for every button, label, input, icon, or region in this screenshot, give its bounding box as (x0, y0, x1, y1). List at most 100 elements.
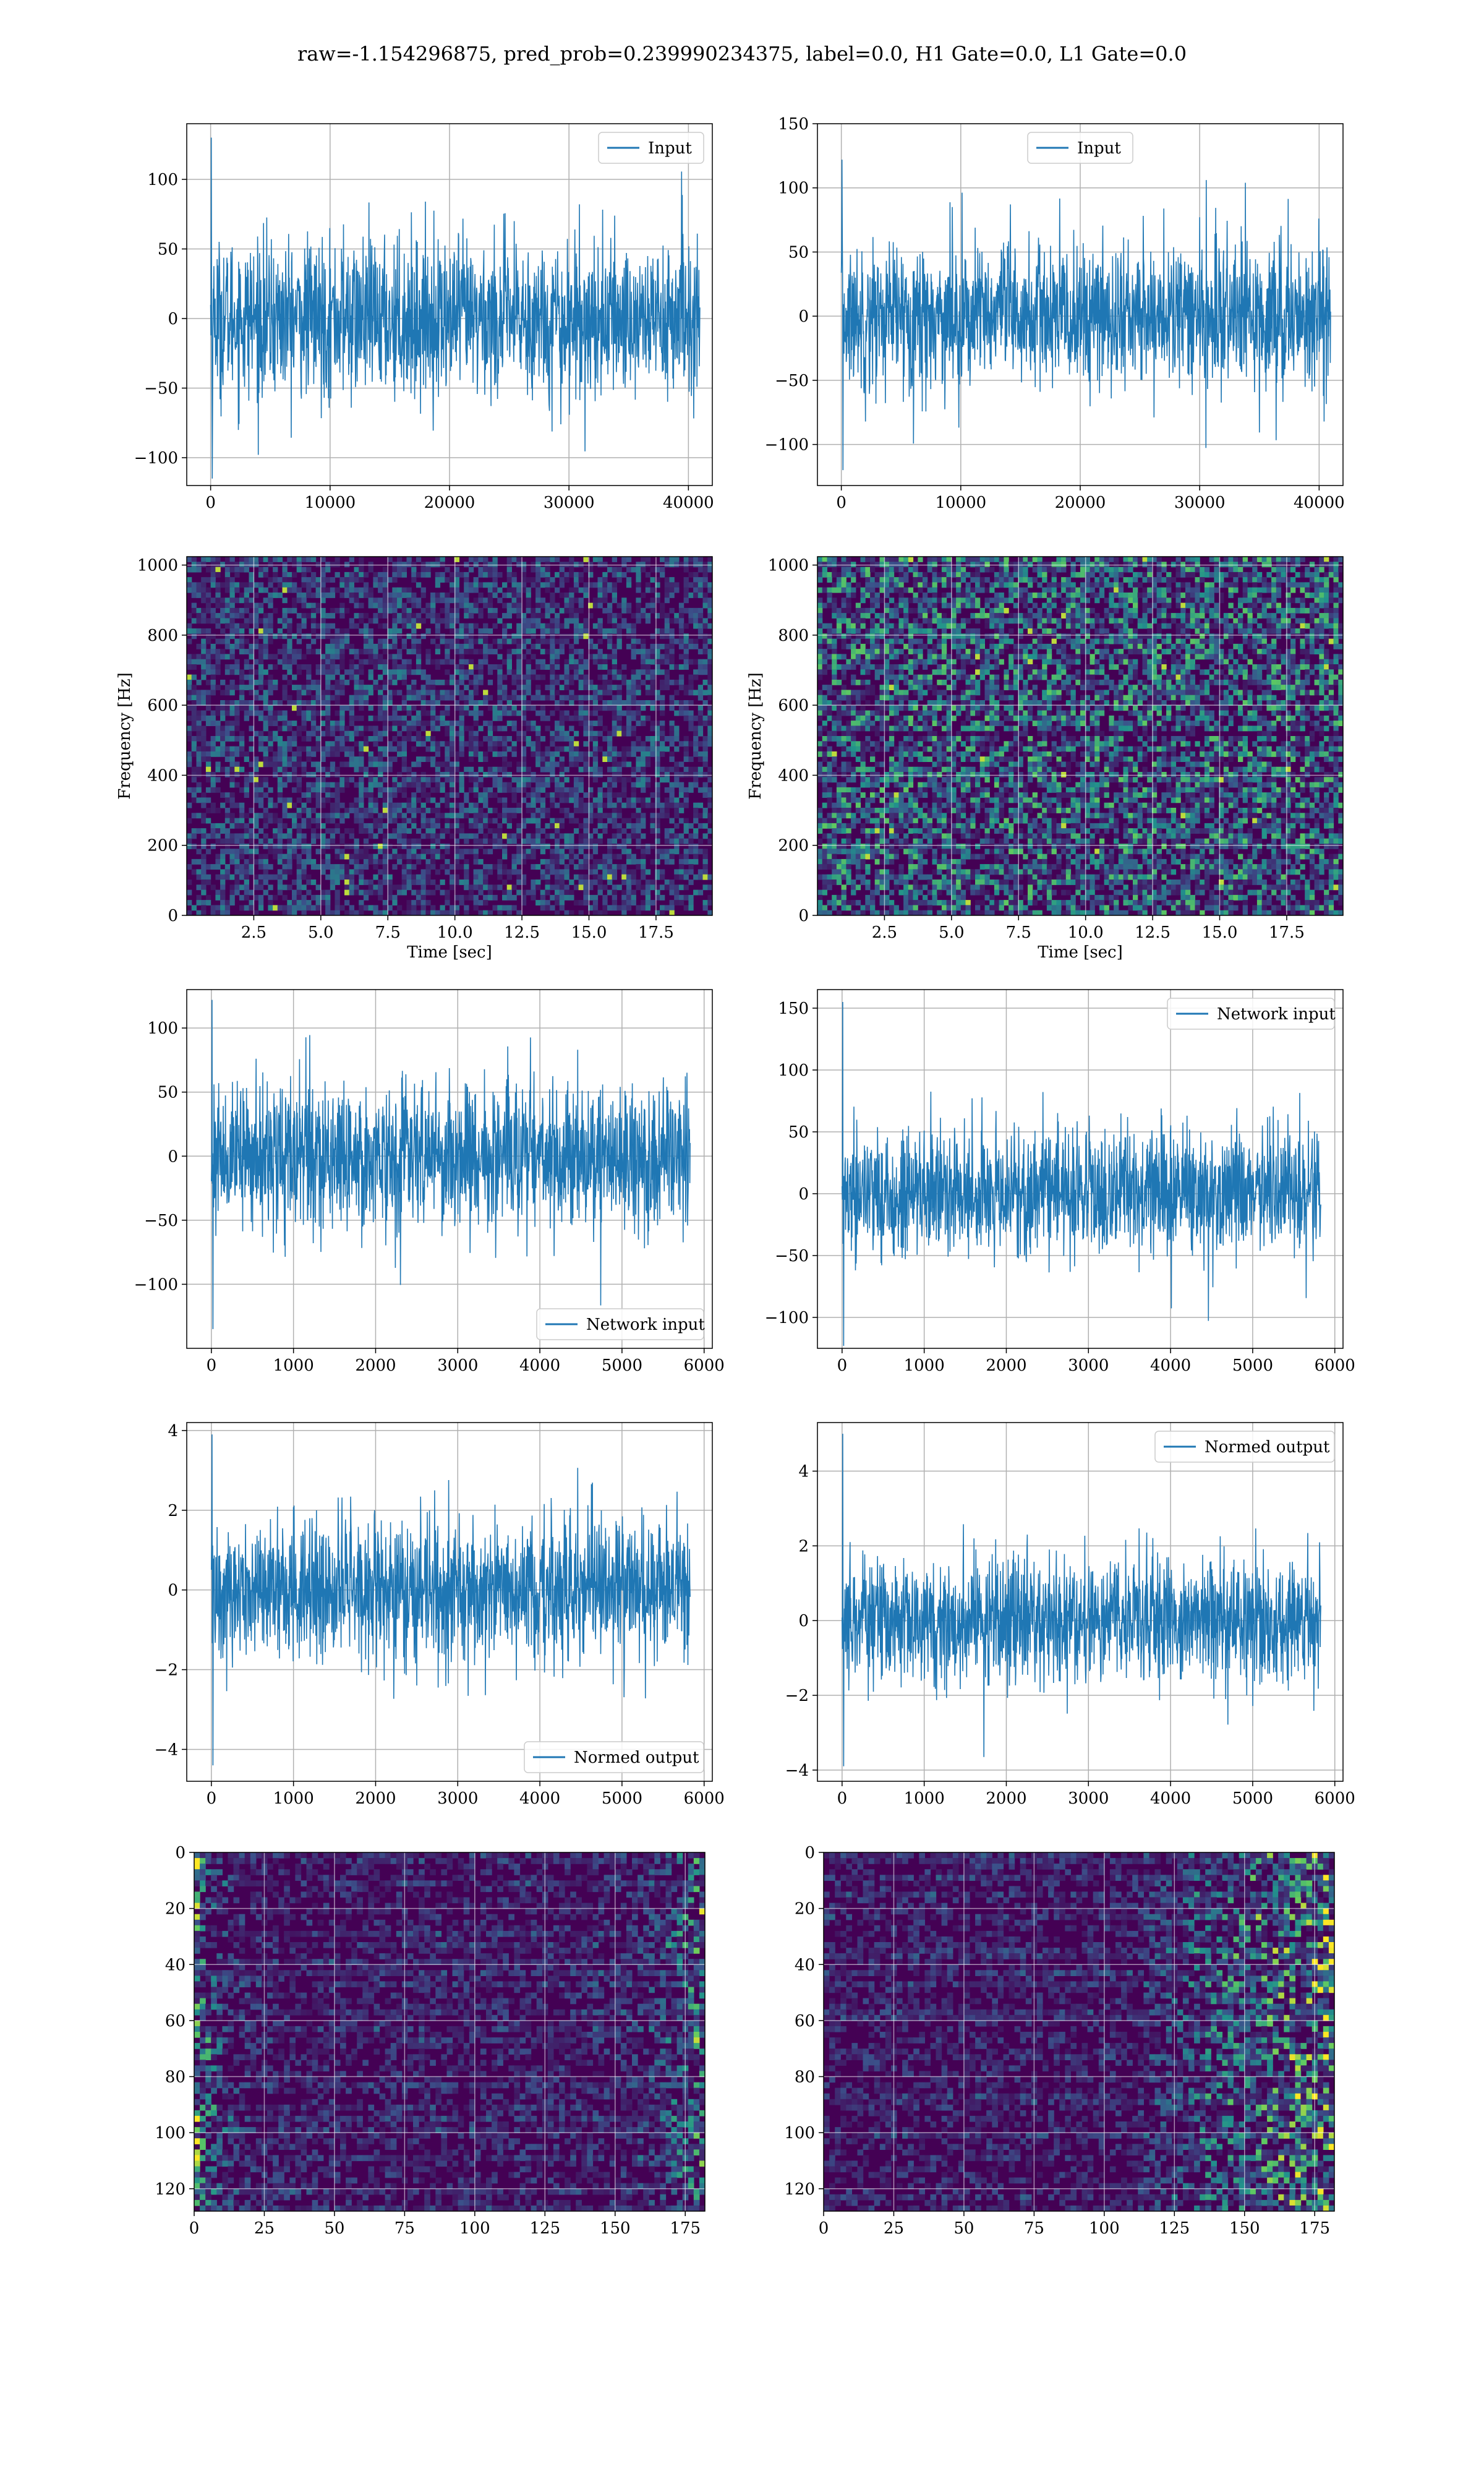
heatmap-cell (660, 884, 665, 891)
heatmap-cell (999, 562, 1004, 568)
heatmap-cell (239, 823, 245, 829)
heatmap-cell (540, 894, 546, 901)
heatmap-cell (459, 772, 464, 777)
heatmap-cell (478, 823, 484, 829)
heatmap-cell (282, 690, 288, 696)
heatmap-cell (702, 792, 708, 798)
heatmap-cell (592, 730, 599, 737)
heatmap-cell (683, 741, 689, 747)
heatmap-cell (244, 889, 249, 896)
x-tick-label: 5.0 (308, 923, 333, 942)
heatmap-cell (511, 679, 517, 685)
heatmap-cell (220, 638, 226, 644)
heatmap-cell (310, 700, 317, 706)
heatmap-cell (244, 602, 249, 609)
heatmap-cell (445, 828, 450, 834)
heatmap-cell (478, 782, 484, 788)
heatmap-cell (697, 823, 704, 829)
heatmap-cell (641, 638, 646, 644)
heatmap-cell (555, 690, 560, 696)
heatmap-cell (258, 782, 264, 788)
heatmap-cell (473, 577, 479, 583)
heatmap-cell (310, 715, 317, 721)
heatmap-cell (224, 690, 231, 696)
heatmap-cell (506, 577, 512, 583)
heatmap-cell (468, 833, 474, 839)
heatmap-cell (468, 679, 474, 685)
heatmap-area (187, 557, 712, 915)
heatmap-cell (521, 849, 527, 855)
heatmap-cell (249, 854, 254, 860)
heatmap-cell (550, 628, 555, 634)
heatmap-cell (368, 597, 373, 604)
heatmap-cell (702, 567, 708, 573)
heatmap-cell (205, 833, 211, 839)
heatmap-cell (573, 746, 579, 752)
heatmap-cell (210, 654, 216, 660)
heatmap-cell (583, 808, 589, 813)
heatmap-cell (382, 838, 388, 844)
heatmap-cell (368, 669, 373, 675)
heatmap-cell (573, 638, 579, 644)
heatmap-cell (430, 741, 436, 747)
heatmap-cell (244, 685, 249, 690)
heatmap-cell (674, 813, 680, 819)
heatmap-cell (435, 777, 441, 783)
heatmap-cell (607, 751, 613, 757)
heatmap-cell (320, 766, 326, 773)
heatmap-cell (406, 607, 412, 614)
heatmap-cell (373, 571, 378, 578)
heatmap-cell (215, 874, 221, 880)
heatmap-cell (473, 705, 479, 711)
heatmap-cell (650, 567, 655, 573)
heatmap-cell (187, 736, 192, 742)
heatmap-cell (511, 869, 517, 875)
heatmap-cell (425, 756, 431, 762)
heatmap-cell (244, 874, 249, 880)
heatmap-cell (459, 833, 464, 839)
heatmap-cell (592, 864, 599, 870)
heatmap-cell (392, 894, 398, 901)
heatmap-cell (435, 597, 441, 604)
heatmap-cell (359, 669, 364, 675)
heatmap-cell (397, 593, 403, 598)
heatmap-cell (205, 721, 211, 726)
heatmap-cell (244, 880, 249, 885)
heatmap-cell (1094, 562, 1100, 568)
heatmap-cell (306, 889, 312, 896)
heatmap-cell (616, 777, 622, 783)
heatmap-cell (502, 849, 508, 855)
heatmap-cell (191, 562, 197, 568)
heatmap-cell (335, 664, 340, 670)
heatmap-cell (315, 593, 321, 598)
heatmap-cell (205, 705, 211, 711)
heatmap-cell (397, 808, 403, 813)
heatmap-cell (693, 674, 699, 680)
heatmap-cell (425, 602, 431, 609)
heatmap-cell (502, 746, 508, 752)
heatmap-cell (478, 828, 484, 834)
heatmap-cell (273, 685, 278, 690)
heatmap-cell (234, 823, 240, 829)
heatmap-cell (244, 869, 249, 875)
heatmap-cell (201, 797, 207, 803)
heatmap-cell (583, 823, 589, 829)
heatmap-cell (215, 710, 221, 716)
heatmap-cell (1175, 557, 1181, 562)
heatmap-cell (550, 593, 555, 598)
heatmap-cell (210, 649, 216, 654)
heatmap-cell (268, 613, 273, 618)
heatmap-cell (344, 751, 350, 757)
heatmap-cell (502, 613, 508, 618)
heatmap-cell (487, 726, 493, 732)
heatmap-cell (210, 823, 216, 829)
heatmap-cell (497, 710, 503, 716)
heatmap-cell (607, 602, 613, 609)
heatmap-cell (569, 818, 574, 824)
heatmap-cell (660, 710, 665, 716)
heatmap-cell (688, 715, 694, 721)
heatmap-cell (310, 905, 317, 911)
heatmap-cell (363, 571, 369, 578)
heatmap-cell (425, 607, 431, 614)
heatmap-cell (310, 602, 317, 609)
